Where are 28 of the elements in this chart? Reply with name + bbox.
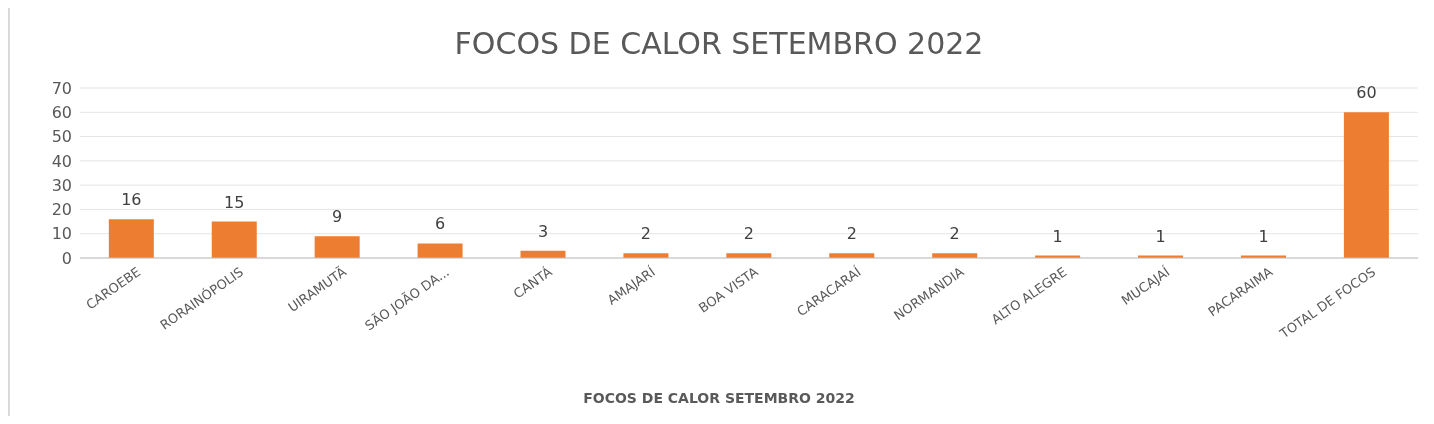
data-label: 2 [640, 224, 652, 244]
y-tick-label: 50 [51, 127, 72, 147]
bar [417, 243, 463, 258]
data-label: 16 [121, 190, 142, 210]
data-label: 2 [846, 224, 857, 244]
y-tick-label: 60 [51, 102, 72, 122]
y-tick-label: 30 [51, 175, 72, 195]
data-label: 3 [537, 221, 549, 241]
data-label: 15 [224, 192, 245, 212]
y-tick-label: 10 [51, 224, 72, 244]
y-tick-label: 70 [51, 78, 72, 98]
bar [108, 219, 154, 258]
data-label: 1 [1258, 226, 1269, 246]
x-axis-title: FOCOS DE CALOR SETEMBRO 2022 [582, 390, 856, 406]
data-label: 1 [1155, 226, 1166, 246]
data-label: 6 [434, 214, 446, 234]
bar [1343, 112, 1389, 258]
y-tick-label: 0 [61, 248, 72, 268]
data-label: 60 [1356, 83, 1377, 103]
data-label: 2 [743, 224, 754, 244]
y-tick-label: 20 [51, 200, 72, 220]
data-label: 9 [332, 207, 343, 227]
y-tick-label: 40 [51, 151, 72, 171]
data-label: 1 [1052, 226, 1063, 246]
chart-title: FOCOS DE CALOR SETEMBRO 2022 [453, 26, 985, 61]
bar [211, 221, 257, 258]
data-label: 2 [949, 224, 960, 244]
bar [314, 236, 360, 258]
